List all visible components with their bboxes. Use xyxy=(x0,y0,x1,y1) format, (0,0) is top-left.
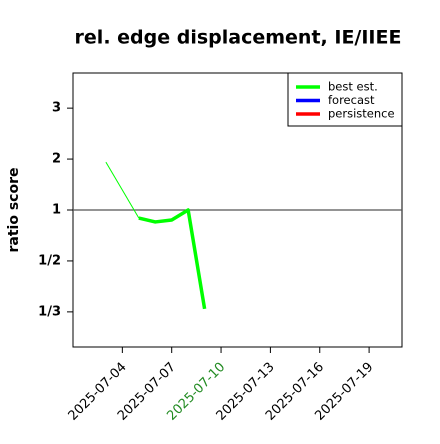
y-tick-label: 2 xyxy=(52,152,61,167)
legend-label: best est. xyxy=(328,80,378,94)
y-tick-label: 3 xyxy=(52,101,61,116)
y-axis-label: ratio score xyxy=(6,168,22,253)
y-tick-label: 1/3 xyxy=(38,304,61,319)
y-tick-label: 1 xyxy=(52,202,61,217)
legend-label: forecast xyxy=(328,93,375,107)
y-tick-label: 1/2 xyxy=(38,253,61,268)
chart-title: rel. edge displacement, IE/IIEE xyxy=(75,27,402,49)
series-line xyxy=(138,208,207,310)
legend-label: persistence xyxy=(328,107,395,121)
gap-connector xyxy=(105,161,140,219)
